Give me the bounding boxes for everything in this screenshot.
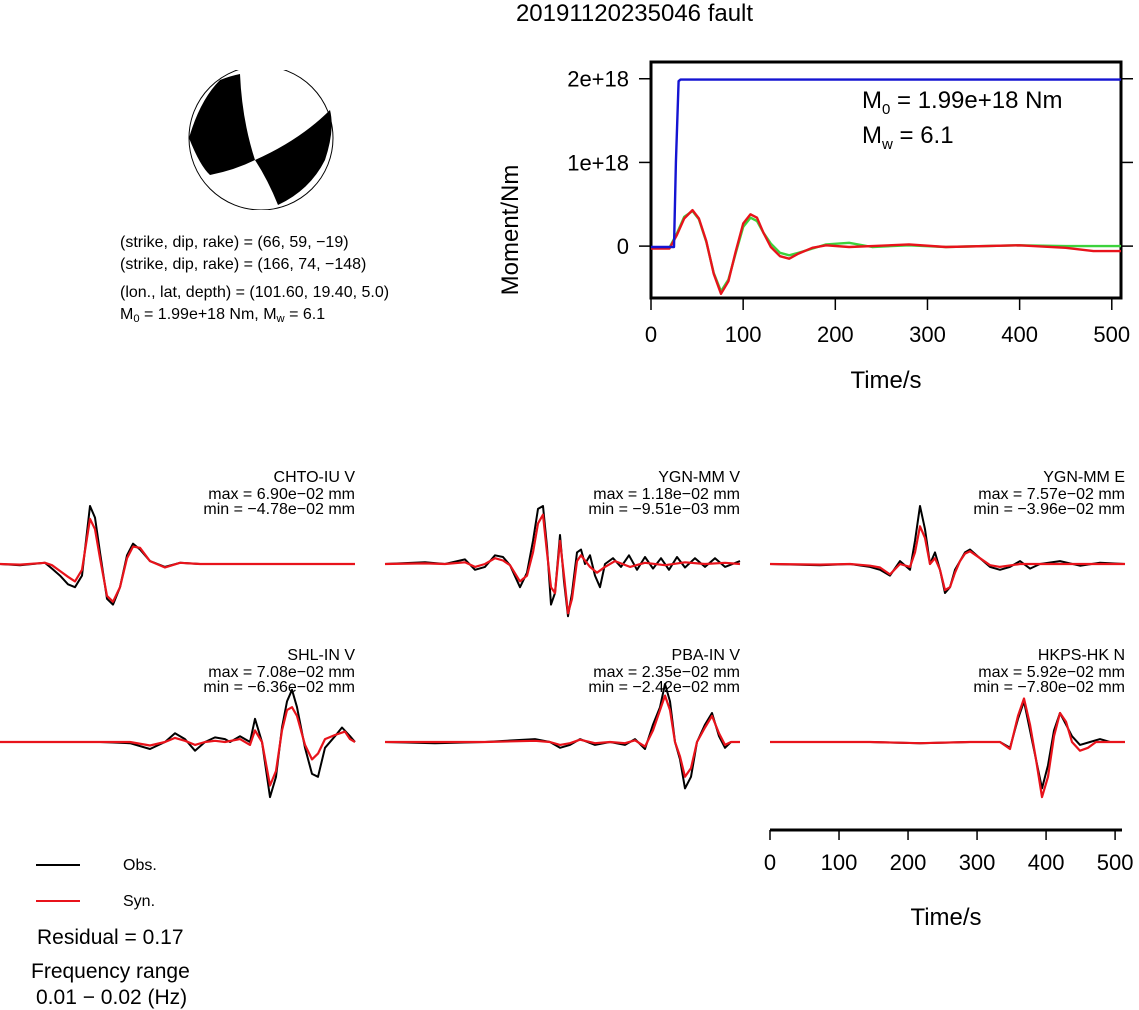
legend-swatches <box>36 864 80 902</box>
moment-series-blue <box>651 78 1121 249</box>
trace-station-label: YGN-MM E <box>1043 469 1125 486</box>
waveform-xtick-label: 200 <box>890 850 927 875</box>
trace-syn-line <box>0 706 356 787</box>
trace-station-label: SHL-IN V <box>287 647 355 664</box>
waveform-xtick-label: 100 <box>821 850 858 875</box>
trace-max-label: max = 6.90e−02 mm <box>208 486 355 503</box>
trace-max-label: max = 1.18e−02 mm <box>593 486 740 503</box>
waveform-xtick-label: 0 <box>764 850 776 875</box>
waveform-xtick-label: 300 <box>959 850 996 875</box>
moment-ytick-label: 0 <box>617 234 629 259</box>
nodal-plane-1: (strike, dip, rake) = (66, 59, −19) <box>120 234 349 251</box>
moment-annotation-m0: M0 = 1.99e+18 Nm <box>862 87 1062 118</box>
moment-xtick-label: 100 <box>725 322 762 347</box>
moment-xtick-label: 400 <box>1001 322 1038 347</box>
trace-min-label: min = −2.42e−02 mm <box>588 679 740 696</box>
trace-obs-line <box>0 688 356 799</box>
moment-plot-frame <box>649 60 1123 300</box>
trace-syn-line <box>384 513 741 615</box>
frequency-value: 0.01 − 0.02 (Hz) <box>36 986 188 1009</box>
trace-syn-line <box>769 525 1125 592</box>
trace-obs-line <box>384 683 740 790</box>
trace-station-label: PBA-IN V <box>672 647 741 664</box>
trace-max-label: max = 2.35e−02 mm <box>593 664 740 681</box>
moment-rate-chart: 0 100 200 300 400 500 0 1e+18 2e+18 Moment/Nm Ti… <box>497 60 1133 394</box>
moment-ytick-label: 1e+18 <box>567 150 629 175</box>
moment-xlabel: Time/s <box>850 367 921 394</box>
trace-min-label: min = −9.51e−03 mm <box>588 501 740 518</box>
trace-min-label: min = −3.96e−02 mm <box>973 501 1125 518</box>
trace-min-label: min = −7.80e−02 mm <box>973 679 1125 696</box>
waveform-xlabel: Time/s <box>910 904 981 931</box>
legend-syn-label: Syn. <box>123 893 156 910</box>
trace-syn-line <box>385 694 740 778</box>
waveform-xtick-label: 400 <box>1028 850 1065 875</box>
trace-max-label: max = 7.57e−02 mm <box>978 486 1125 503</box>
trace-syn-line <box>0 517 355 603</box>
legend-obs-label: Obs. <box>123 857 157 874</box>
trace-max-label: max = 5.92e−02 mm <box>978 664 1125 681</box>
moment-xtick-label: 0 <box>645 322 657 347</box>
moment-magnitude-line: M0 = 1.99e+18 Nm, Mw = 6.1 <box>120 306 326 325</box>
trace-syn-line <box>770 697 1125 799</box>
beachball-icon <box>188 70 334 210</box>
trace-station-label: HKPS-HK N <box>1038 647 1125 664</box>
moment-ylabel: Moment/Nm <box>497 165 524 296</box>
moment-annotation-mw: Mw = 6.1 <box>862 122 954 153</box>
trace-min-label: min = −6.36e−02 mm <box>203 679 355 696</box>
trace-min-label: min = −4.78e−02 mm <box>203 501 355 518</box>
nodal-plane-2: (strike, dip, rake) = (166, 74, −148) <box>120 256 367 273</box>
moment-xtick-label: 200 <box>817 322 854 347</box>
moment-series-red <box>651 208 1121 296</box>
trace-obs-line <box>770 700 1125 790</box>
moment-xtick-label: 500 <box>1093 322 1130 347</box>
figure-title: 20191120235046 fault <box>515 0 754 27</box>
trace-station-label: CHTO-IU V <box>274 469 356 486</box>
waveform-xtick-label: 500 <box>1097 850 1134 875</box>
focal-info: (strike, dip, rake) = (66, 59, −19) (str… <box>120 232 389 330</box>
frequency-title: Frequency range <box>31 960 190 983</box>
residual-text: Residual = 0.17 <box>37 926 184 949</box>
trace-max-label: max = 7.08e−02 mm <box>208 664 355 681</box>
moment-ytick-label: 2e+18 <box>567 67 629 92</box>
moment-series-green <box>651 209 1121 293</box>
location-depth: (lon., lat, depth) = (101.60, 19.40, 5.0… <box>120 284 390 301</box>
moment-xtick-label: 300 <box>909 322 946 347</box>
waveform-time-axis: 0 100 200 300 400 500 Time/s <box>764 828 1134 931</box>
trace-obs-line <box>384 505 741 618</box>
trace-obs-line <box>0 505 355 606</box>
trace-station-label: YGN-MM V <box>658 469 740 486</box>
trace-obs-line <box>769 505 1126 594</box>
